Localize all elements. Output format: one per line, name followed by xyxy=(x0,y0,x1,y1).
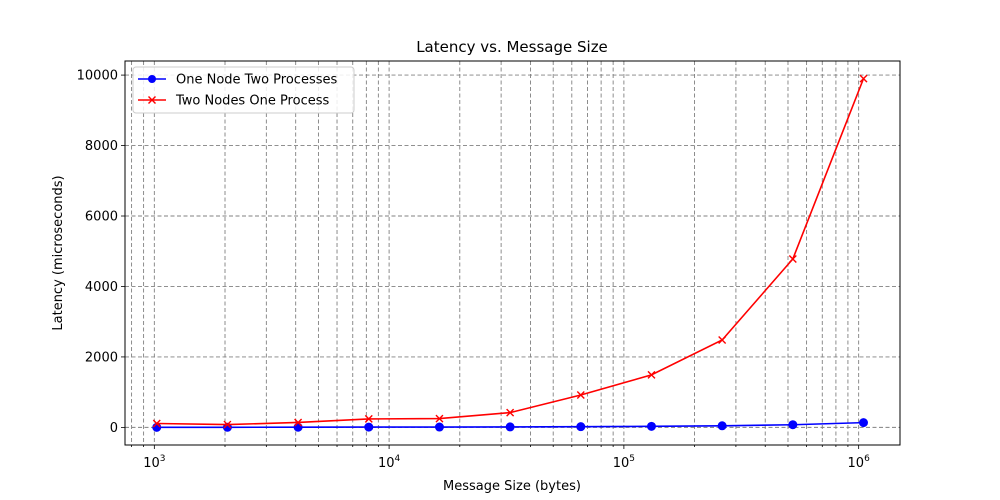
ticks: 0 2000 4000 6000 8000 10000 103 104 105 106 xyxy=(77,69,870,471)
series-line-2 xyxy=(156,78,865,426)
series-2-point xyxy=(223,420,232,429)
series-2-point xyxy=(718,336,727,345)
chart-title: Latency vs. Message Size xyxy=(416,38,608,56)
series-1-point xyxy=(576,422,586,432)
grid xyxy=(125,61,900,445)
legend-box xyxy=(132,66,355,114)
series-layer xyxy=(152,74,868,432)
plot-frame xyxy=(124,60,901,446)
series-1-point xyxy=(717,421,727,431)
x-tick-label: 106 xyxy=(848,454,871,471)
series-1-point xyxy=(434,422,444,432)
x-tick-label: 105 xyxy=(613,454,635,471)
series-1-point xyxy=(788,420,798,430)
y-tick-label: 4000 xyxy=(85,280,118,295)
series-2-point xyxy=(294,418,303,427)
y-tick-label: 10000 xyxy=(77,69,118,84)
x-axis-label: Message Size (bytes) xyxy=(443,479,581,494)
legend-marker xyxy=(148,96,156,104)
y-tick-label: 8000 xyxy=(85,139,118,154)
series-2-point xyxy=(435,414,444,423)
y-axis-label: Latency (microseconds) xyxy=(51,175,66,330)
y-tick-label: 0 xyxy=(110,421,118,436)
legend-entry-label: One Node Two Processes xyxy=(176,73,337,88)
series-2-point xyxy=(647,370,656,379)
series-2-point xyxy=(576,390,585,399)
series-1-point xyxy=(646,421,656,431)
series-2-point xyxy=(364,414,373,423)
legend: One Node Two Processes Two Nodes One Proc… xyxy=(132,66,355,114)
x-tick-label: 103 xyxy=(143,454,165,471)
series-1-point xyxy=(152,422,162,432)
x-tick-label: 104 xyxy=(378,454,401,471)
legend-marker xyxy=(148,75,156,83)
series-2-point xyxy=(152,419,161,428)
series-2-point xyxy=(788,254,797,263)
series-2-point xyxy=(506,408,515,417)
series-1-point xyxy=(364,422,374,432)
series-2-point xyxy=(859,74,868,83)
series-1-point xyxy=(505,422,515,432)
y-tick-label: 2000 xyxy=(85,350,118,365)
legend-entry-label: Two Nodes One Process xyxy=(175,94,329,109)
y-tick-label: 6000 xyxy=(85,210,118,225)
series-1-point xyxy=(858,418,868,428)
